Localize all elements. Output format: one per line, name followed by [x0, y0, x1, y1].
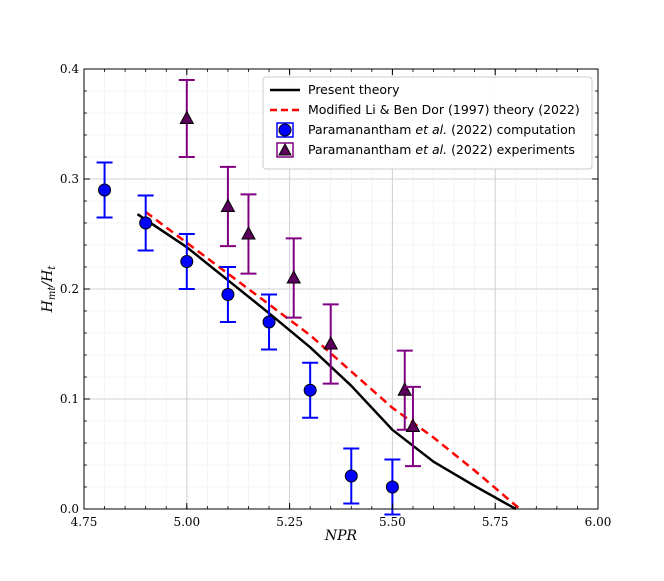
data-point-experiment	[397, 382, 413, 396]
x-tick-label: 5.50	[379, 515, 406, 529]
y-tick-label: 0.1	[60, 392, 79, 406]
legend: Present theory Modified Li & Ben Dor (19…	[262, 76, 593, 170]
plot-area	[96, 79, 521, 516]
data-point-experiment	[220, 198, 236, 212]
legend-box	[262, 76, 593, 170]
data-point-experiment	[323, 335, 339, 350]
x-tick-label: 6.00	[585, 515, 612, 529]
data-point-computation	[139, 216, 153, 230]
x-tick-label: 5.00	[173, 515, 200, 529]
y-axis-label: Hmt/Ht	[40, 265, 58, 314]
data-point-computation	[344, 469, 358, 483]
x-axis-label: NPR	[324, 528, 358, 544]
data-point-computation	[180, 255, 194, 268]
x-tick-label: 5.75	[482, 515, 509, 529]
data-point-computation	[303, 383, 317, 397]
legend-label-computation: Paramanantham et al. (2022) computation	[308, 122, 576, 137]
legend-label-modified-li-ben-dor: Modified Li & Ben Dor (1997) theory (202…	[308, 102, 580, 117]
data-point-experiment	[405, 418, 421, 432]
data-point-computation	[98, 183, 112, 197]
data-point-experiment	[286, 269, 302, 284]
legend-handle-computation-errorbox	[276, 122, 294, 138]
data-point-computation	[221, 288, 235, 301]
data-point-experiment	[179, 110, 195, 124]
legend-label-present-theory: Present theory	[308, 82, 400, 97]
legend-handle-computation-marker	[278, 123, 292, 137]
x-tick-label: 5.25	[276, 515, 303, 529]
y-tick-label: 0.4	[60, 62, 79, 76]
y-tick-label: 0.0	[60, 502, 79, 516]
legend-handle-experiments-marker	[278, 142, 292, 156]
legend-label-experiments: Paramanantham et al. (2022) experiments	[308, 142, 575, 157]
data-point-computation	[262, 315, 276, 329]
axis-ticks: 4.75 5.00 5.25 5.50 5.75 6.00 0.0 0.1 0.2 0.3 0.4	[60, 62, 611, 529]
y-tick-label: 0.3	[60, 172, 79, 186]
x-tick-label: 4.75	[71, 515, 98, 529]
y-tick-label: 0.2	[60, 282, 79, 296]
data-point-computation	[385, 480, 399, 494]
data-point-experiment	[241, 225, 256, 240]
series-line-1	[144, 210, 521, 510]
